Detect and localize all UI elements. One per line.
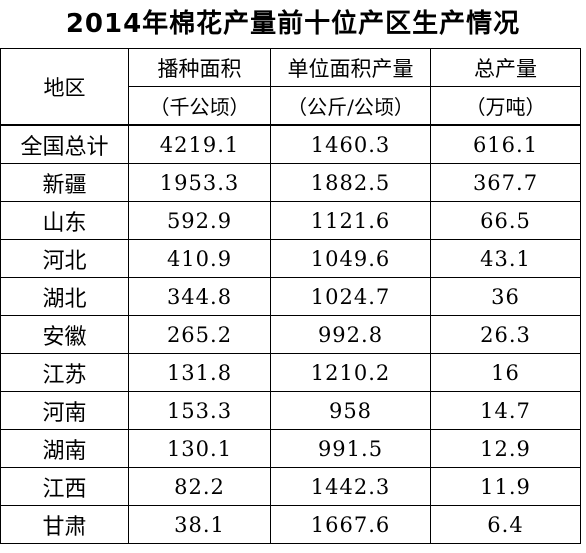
total-cell: 16	[430, 353, 581, 392]
table-row: 河北 410.9 1049.6 43.1	[0, 239, 581, 278]
region-cell: 全国总计	[0, 124, 129, 164]
total-cell: 12.9	[430, 429, 581, 468]
table-row: 安徽 265.2 992.8 26.3	[0, 315, 581, 354]
yield-cell: 1442.3	[270, 467, 431, 506]
total-unit: （万吨）	[430, 86, 581, 126]
yield-header: 单位面积产量	[270, 48, 431, 87]
area-header: 播种面积	[128, 48, 271, 87]
region-cell: 河南	[0, 391, 129, 430]
yield-cell: 1882.5	[270, 163, 431, 202]
area-unit: （千公顷）	[128, 86, 271, 126]
region-cell: 江苏	[0, 353, 129, 392]
region-cell: 江西	[0, 467, 129, 506]
table-row: 河南 153.3 958 14.7	[0, 391, 581, 430]
total-cell: 26.3	[430, 315, 581, 354]
total-cell: 66.5	[430, 201, 581, 240]
table-row: 甘肃 38.1 1667.6 6.4	[0, 505, 581, 544]
yield-cell: 1024.7	[270, 277, 431, 316]
region-cell: 甘肃	[0, 505, 129, 544]
table-row: 全国总计 4219.1 1460.3 616.1	[0, 124, 581, 164]
table-row: 湖南 130.1 991.5 12.9	[0, 429, 581, 468]
region-cell: 山东	[0, 201, 129, 240]
table-row: 新疆 1953.3 1882.5 367.7	[0, 163, 581, 202]
table-row: 江苏 131.8 1210.2 16	[0, 353, 581, 392]
header-row: 地区 播种面积 单位面积产量 总产量	[0, 48, 581, 126]
yield-cell: 1667.6	[270, 505, 431, 544]
yield-cell: 1210.2	[270, 353, 431, 392]
yield-unit: （公斤/公顷）	[270, 86, 431, 126]
total-cell: 43.1	[430, 239, 581, 278]
table-row: 山东 592.9 1121.6 66.5	[0, 201, 581, 240]
region-header: 地区	[0, 48, 129, 126]
yield-cell: 1049.6	[270, 239, 431, 278]
area-cell: 130.1	[128, 429, 271, 468]
region-cell: 湖南	[0, 429, 129, 468]
yield-cell: 958	[270, 391, 431, 430]
yield-cell: 991.5	[270, 429, 431, 468]
yield-cell: 1460.3	[270, 124, 431, 164]
table-title: 2014年棉花产量前十位产区生产情况	[65, 9, 521, 39]
area-cell: 344.8	[128, 277, 271, 316]
total-cell: 36	[430, 277, 581, 316]
area-cell: 131.8	[128, 353, 271, 392]
area-cell: 410.9	[128, 239, 271, 278]
area-cell: 82.2	[128, 467, 271, 506]
total-cell: 6.4	[430, 505, 581, 544]
area-cell: 1953.3	[128, 163, 271, 202]
area-cell: 265.2	[128, 315, 271, 354]
total-cell: 367.7	[430, 163, 581, 202]
area-cell: 38.1	[128, 505, 271, 544]
area-cell: 4219.1	[128, 124, 271, 164]
total-header: 总产量	[430, 48, 581, 87]
total-cell: 616.1	[430, 124, 581, 164]
region-cell: 安徽	[0, 315, 129, 354]
region-cell: 湖北	[0, 277, 129, 316]
region-cell: 新疆	[0, 163, 129, 202]
total-cell: 14.7	[430, 391, 581, 430]
total-cell: 11.9	[430, 467, 581, 506]
table-row: 湖北 344.8 1024.7 36	[0, 277, 581, 316]
table-row: 江西 82.2 1442.3 11.9	[0, 467, 581, 506]
area-cell: 153.3	[128, 391, 271, 430]
unit-row: （千公顷） （公斤/公顷） （万吨）	[1, 86, 581, 126]
area-cell: 592.9	[128, 201, 271, 240]
yield-cell: 992.8	[270, 315, 431, 354]
yield-cell: 1121.6	[270, 201, 431, 240]
cotton-production-table: 地区 播种面积 单位面积产量 总产量 （千公顷） （公斤/公顷） （万吨） 全国…	[0, 48, 581, 544]
region-cell: 河北	[0, 239, 129, 278]
